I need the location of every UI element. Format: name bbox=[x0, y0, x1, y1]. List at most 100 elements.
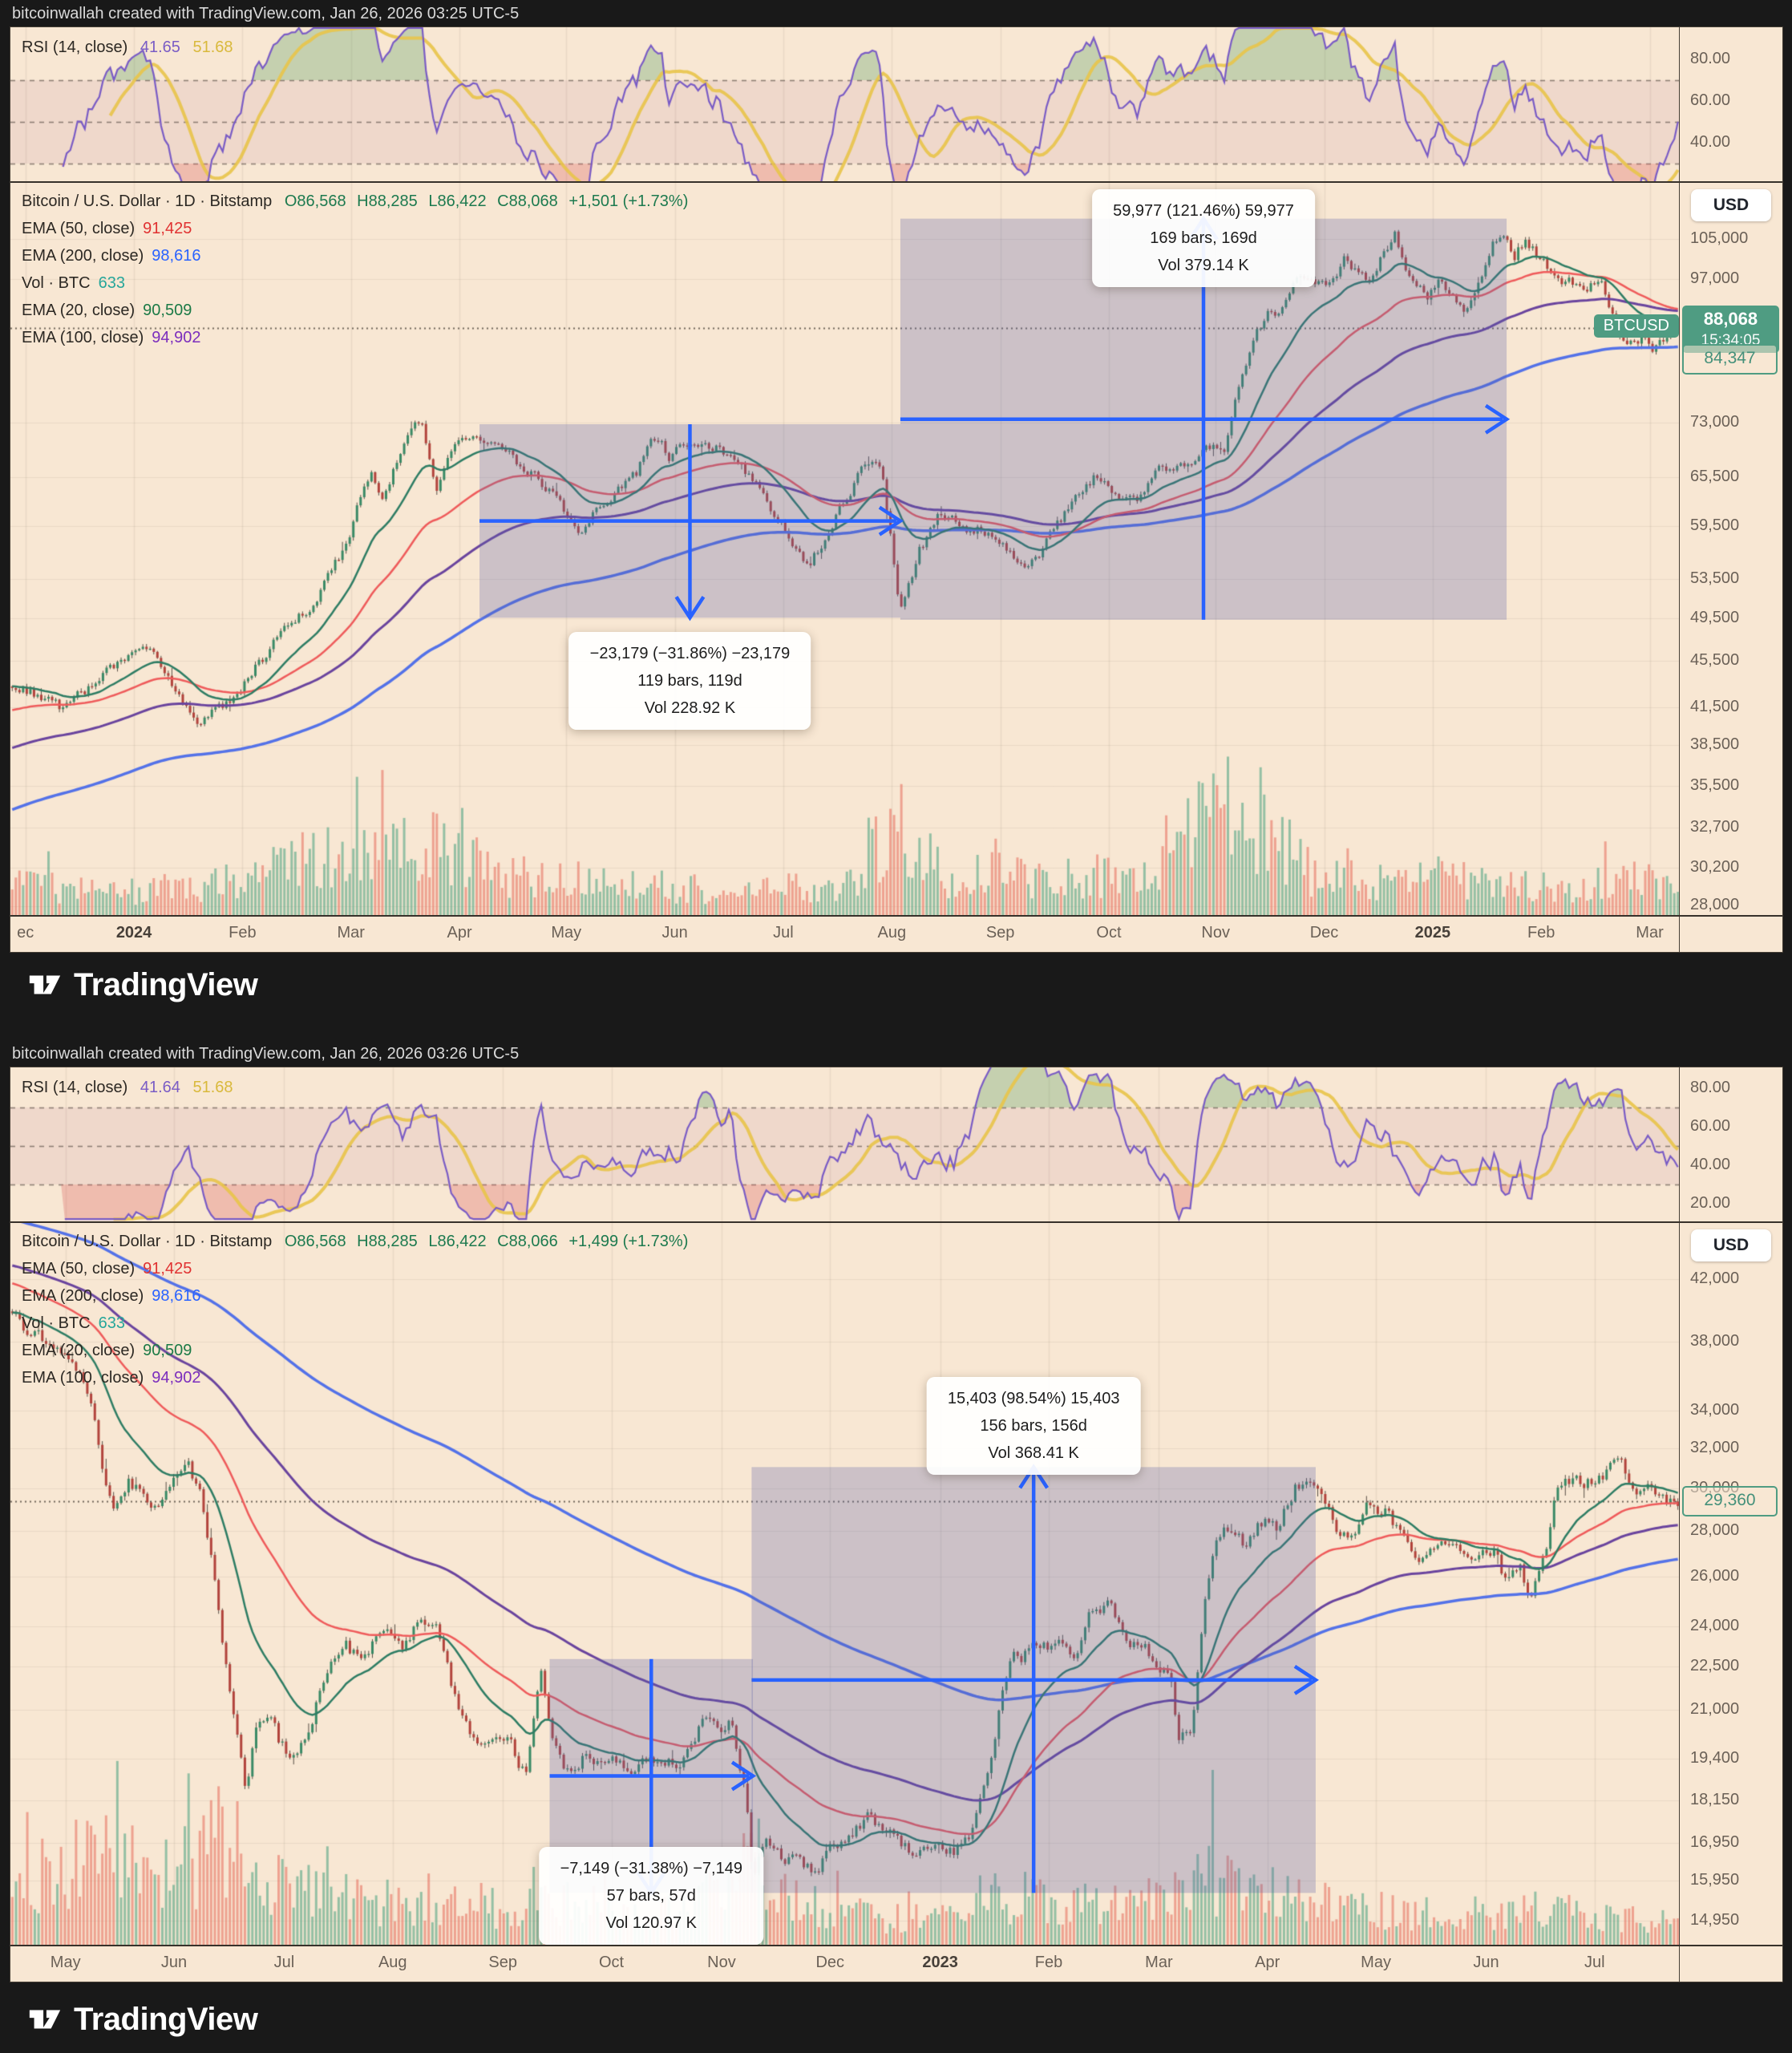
rsi-value: 41.65 bbox=[140, 38, 180, 56]
indicator-value: 94,902 bbox=[152, 1369, 201, 1387]
rsi-smoothing-value: 51.68 bbox=[192, 1079, 233, 1096]
measure-tooltip-line: 169 bars, 169d bbox=[1150, 229, 1257, 247]
price-axis-label: 18,150 bbox=[1690, 1790, 1740, 1808]
measure-tooltip-line: 59,977 (121.46%) 59,977 bbox=[1113, 202, 1294, 220]
chart-frame: RSI (14, close) 41.64 51.68 80.00 60.00 40… bbox=[10, 1067, 1783, 1982]
indicator-row[interactable]: EMA (200, close) 98,616 bbox=[22, 1287, 200, 1306]
measure-tooltip[interactable]: −23,179 (−31.86%) −23,179 119 bars, 119d V… bbox=[568, 632, 811, 731]
indicator-value: 98,616 bbox=[152, 1287, 201, 1305]
rsi-plot[interactable] bbox=[10, 27, 1680, 181]
time-axis[interactable]: May Jun Jul Aug Sep Oct Nov Dec 2023 Feb Mar Apr May… bbox=[10, 1946, 1782, 1982]
indicator-label: EMA (200, close) bbox=[22, 247, 144, 265]
indicator-row[interactable]: EMA (20, close) 90,509 bbox=[22, 302, 192, 320]
indicator-label: EMA (100, close) bbox=[22, 1369, 144, 1387]
symbol-change: +1,499 (+1.73%) bbox=[568, 1233, 689, 1250]
tradingview-logo[interactable]: TradingView bbox=[26, 966, 258, 1003]
time-axis-label: 2023 bbox=[922, 1954, 958, 1971]
rsi-axis-label: 80.00 bbox=[1690, 50, 1731, 67]
price-pane[interactable]: Bitcoin / U.S. Dollar · 1D · Bitstamp O8… bbox=[10, 1223, 1782, 1946]
time-axis-label: May bbox=[1361, 1954, 1391, 1971]
currency-button[interactable]: USD bbox=[1691, 1229, 1771, 1261]
price-plot[interactable] bbox=[10, 1223, 1680, 1945]
symbol-legend[interactable]: Bitcoin / U.S. Dollar · 1D · Bitstamp O8… bbox=[22, 1233, 688, 1251]
rsi-pane[interactable]: RSI (14, close) 41.65 51.68 80.00 60.00 40… bbox=[10, 27, 1782, 183]
time-axis-label: Nov bbox=[707, 1954, 736, 1971]
rsi-legend[interactable]: RSI (14, close) 41.64 51.68 bbox=[22, 1079, 233, 1097]
rsi-pane[interactable]: RSI (14, close) 41.64 51.68 80.00 60.00 40… bbox=[10, 1067, 1782, 1223]
indicator-row[interactable]: Vol · BTC 633 bbox=[22, 1314, 125, 1333]
price-axis-label: 32,700 bbox=[1690, 818, 1740, 836]
price-level-badge[interactable]: 84,347 bbox=[1682, 343, 1778, 375]
indicator-value: 633 bbox=[98, 274, 125, 292]
symbol-legend[interactable]: Bitcoin / U.S. Dollar · 1D · Bitstamp O8… bbox=[22, 192, 688, 211]
time-axis-label: Feb bbox=[1527, 924, 1555, 941]
price-axis-label: 14,950 bbox=[1690, 1910, 1740, 1929]
indicator-value: 90,509 bbox=[143, 302, 192, 319]
price-axis-label: 49,500 bbox=[1690, 609, 1740, 627]
price-axis-label: 32,000 bbox=[1690, 1438, 1740, 1456]
price-plot[interactable] bbox=[10, 183, 1680, 915]
last-price-value: 88,068 bbox=[1703, 308, 1758, 329]
time-axis-corner bbox=[1679, 917, 1782, 952]
indicator-label: Vol · BTC bbox=[22, 274, 91, 292]
time-axis-label: Feb bbox=[1034, 1954, 1063, 1971]
price-axis[interactable]: USD 105,000 97,000 73,000 65,500 59,500 53,50… bbox=[1679, 183, 1782, 915]
symbol-ohlc: O86,568 H88,285 L86,422 C88,066 bbox=[284, 1233, 558, 1250]
time-axis-label: Mar bbox=[1145, 1954, 1173, 1971]
indicator-row[interactable]: EMA (50, close) 91,425 bbox=[22, 220, 192, 238]
time-axis-label: Dec bbox=[1309, 924, 1339, 941]
indicator-row[interactable]: EMA (20, close) 90,509 bbox=[22, 1342, 192, 1360]
time-axis[interactable]: ec 2024 Feb Mar Apr May Jun Jul Aug Sep Oct Nov Dec 2… bbox=[10, 917, 1782, 952]
indicator-row[interactable]: EMA (200, close) 98,616 bbox=[22, 247, 200, 265]
tradingview-logo[interactable]: TradingView bbox=[26, 2001, 258, 2038]
measure-tooltip[interactable]: −7,149 (−31.38%) −7,149 57 bars, 57d Vol 1… bbox=[539, 1847, 763, 1945]
measure-tooltip-line: Vol 228.92 K bbox=[644, 699, 736, 718]
indicator-row[interactable]: EMA (100, close) 94,902 bbox=[22, 1369, 200, 1387]
price-axis-label: 26,000 bbox=[1690, 1567, 1740, 1585]
time-axis-label: Aug bbox=[378, 1954, 407, 1971]
price-pane[interactable]: Bitcoin / U.S. Dollar · 1D · Bitstamp O8… bbox=[10, 183, 1782, 917]
measure-tooltip-line: Vol 120.97 K bbox=[605, 1914, 697, 1932]
price-axis-label: 35,500 bbox=[1690, 776, 1740, 795]
price-axis-label: 24,000 bbox=[1690, 1617, 1740, 1635]
time-axis-label: May bbox=[50, 1954, 81, 1971]
indicator-row[interactable]: EMA (100, close) 94,902 bbox=[22, 329, 200, 347]
attribution-text: bitcoinwallah created with TradingView.c… bbox=[12, 5, 520, 22]
measure-tooltip-line: Vol 368.41 K bbox=[988, 1444, 1079, 1463]
time-axis-corner bbox=[1679, 1946, 1782, 1982]
price-axis-label: 42,000 bbox=[1690, 1269, 1740, 1288]
measure-tooltip-line: 57 bars, 57d bbox=[606, 1887, 696, 1905]
price-axis-label: 59,500 bbox=[1690, 516, 1740, 534]
price-axis-label: 65,500 bbox=[1690, 468, 1740, 486]
rsi-axis-label: 20.00 bbox=[1690, 1194, 1731, 1212]
rsi-axis-label: 40.00 bbox=[1690, 133, 1731, 151]
measure-tooltip-line: −7,149 (−31.38%) −7,149 bbox=[560, 1860, 742, 1877]
rsi-label: RSI (14, close) bbox=[22, 1079, 128, 1096]
symbol-ohlc: O86,568 H88,285 L86,422 C88,068 bbox=[284, 192, 558, 210]
rsi-plot[interactable] bbox=[10, 1067, 1680, 1221]
time-axis-label: Sep bbox=[488, 1954, 517, 1971]
price-axis-label: 28,000 bbox=[1690, 1521, 1740, 1540]
price-level-badge[interactable]: 29,360 bbox=[1682, 1486, 1778, 1517]
measure-tooltip[interactable]: 15,403 (98.54%) 15,403 156 bars, 156d Vol … bbox=[926, 1377, 1141, 1476]
indicator-row[interactable]: EMA (50, close) 91,425 bbox=[22, 1260, 192, 1278]
indicator-value: 98,616 bbox=[152, 247, 201, 265]
rsi-axis[interactable]: 80.00 60.00 40.00 20.00 bbox=[1679, 1067, 1782, 1221]
time-axis-label: Jul bbox=[273, 1954, 295, 1971]
price-axis-label: 41,500 bbox=[1690, 698, 1740, 716]
rsi-axis[interactable]: 80.00 60.00 40.00 bbox=[1679, 27, 1782, 181]
currency-button[interactable]: USD bbox=[1691, 189, 1771, 221]
time-axis-label: Dec bbox=[815, 1954, 845, 1971]
measure-tooltip[interactable]: 59,977 (121.46%) 59,977 169 bars, 169d Vol… bbox=[1092, 189, 1315, 287]
indicator-row[interactable]: Vol · BTC 633 bbox=[22, 274, 125, 293]
time-axis-label: Jul bbox=[1584, 1954, 1605, 1971]
time-axis-label: 2025 bbox=[1414, 924, 1451, 941]
time-axis-label: 2024 bbox=[115, 924, 152, 941]
indicator-value: 633 bbox=[98, 1314, 125, 1332]
time-axis-label: Oct bbox=[1096, 924, 1122, 941]
price-axis[interactable]: USD 42,00038,00034,00032,00030,00028,000… bbox=[1679, 1223, 1782, 1945]
time-axis-label: Mar bbox=[337, 924, 365, 941]
rsi-legend[interactable]: RSI (14, close) 41.65 51.68 bbox=[22, 38, 233, 57]
price-axis-label: 97,000 bbox=[1690, 269, 1740, 288]
